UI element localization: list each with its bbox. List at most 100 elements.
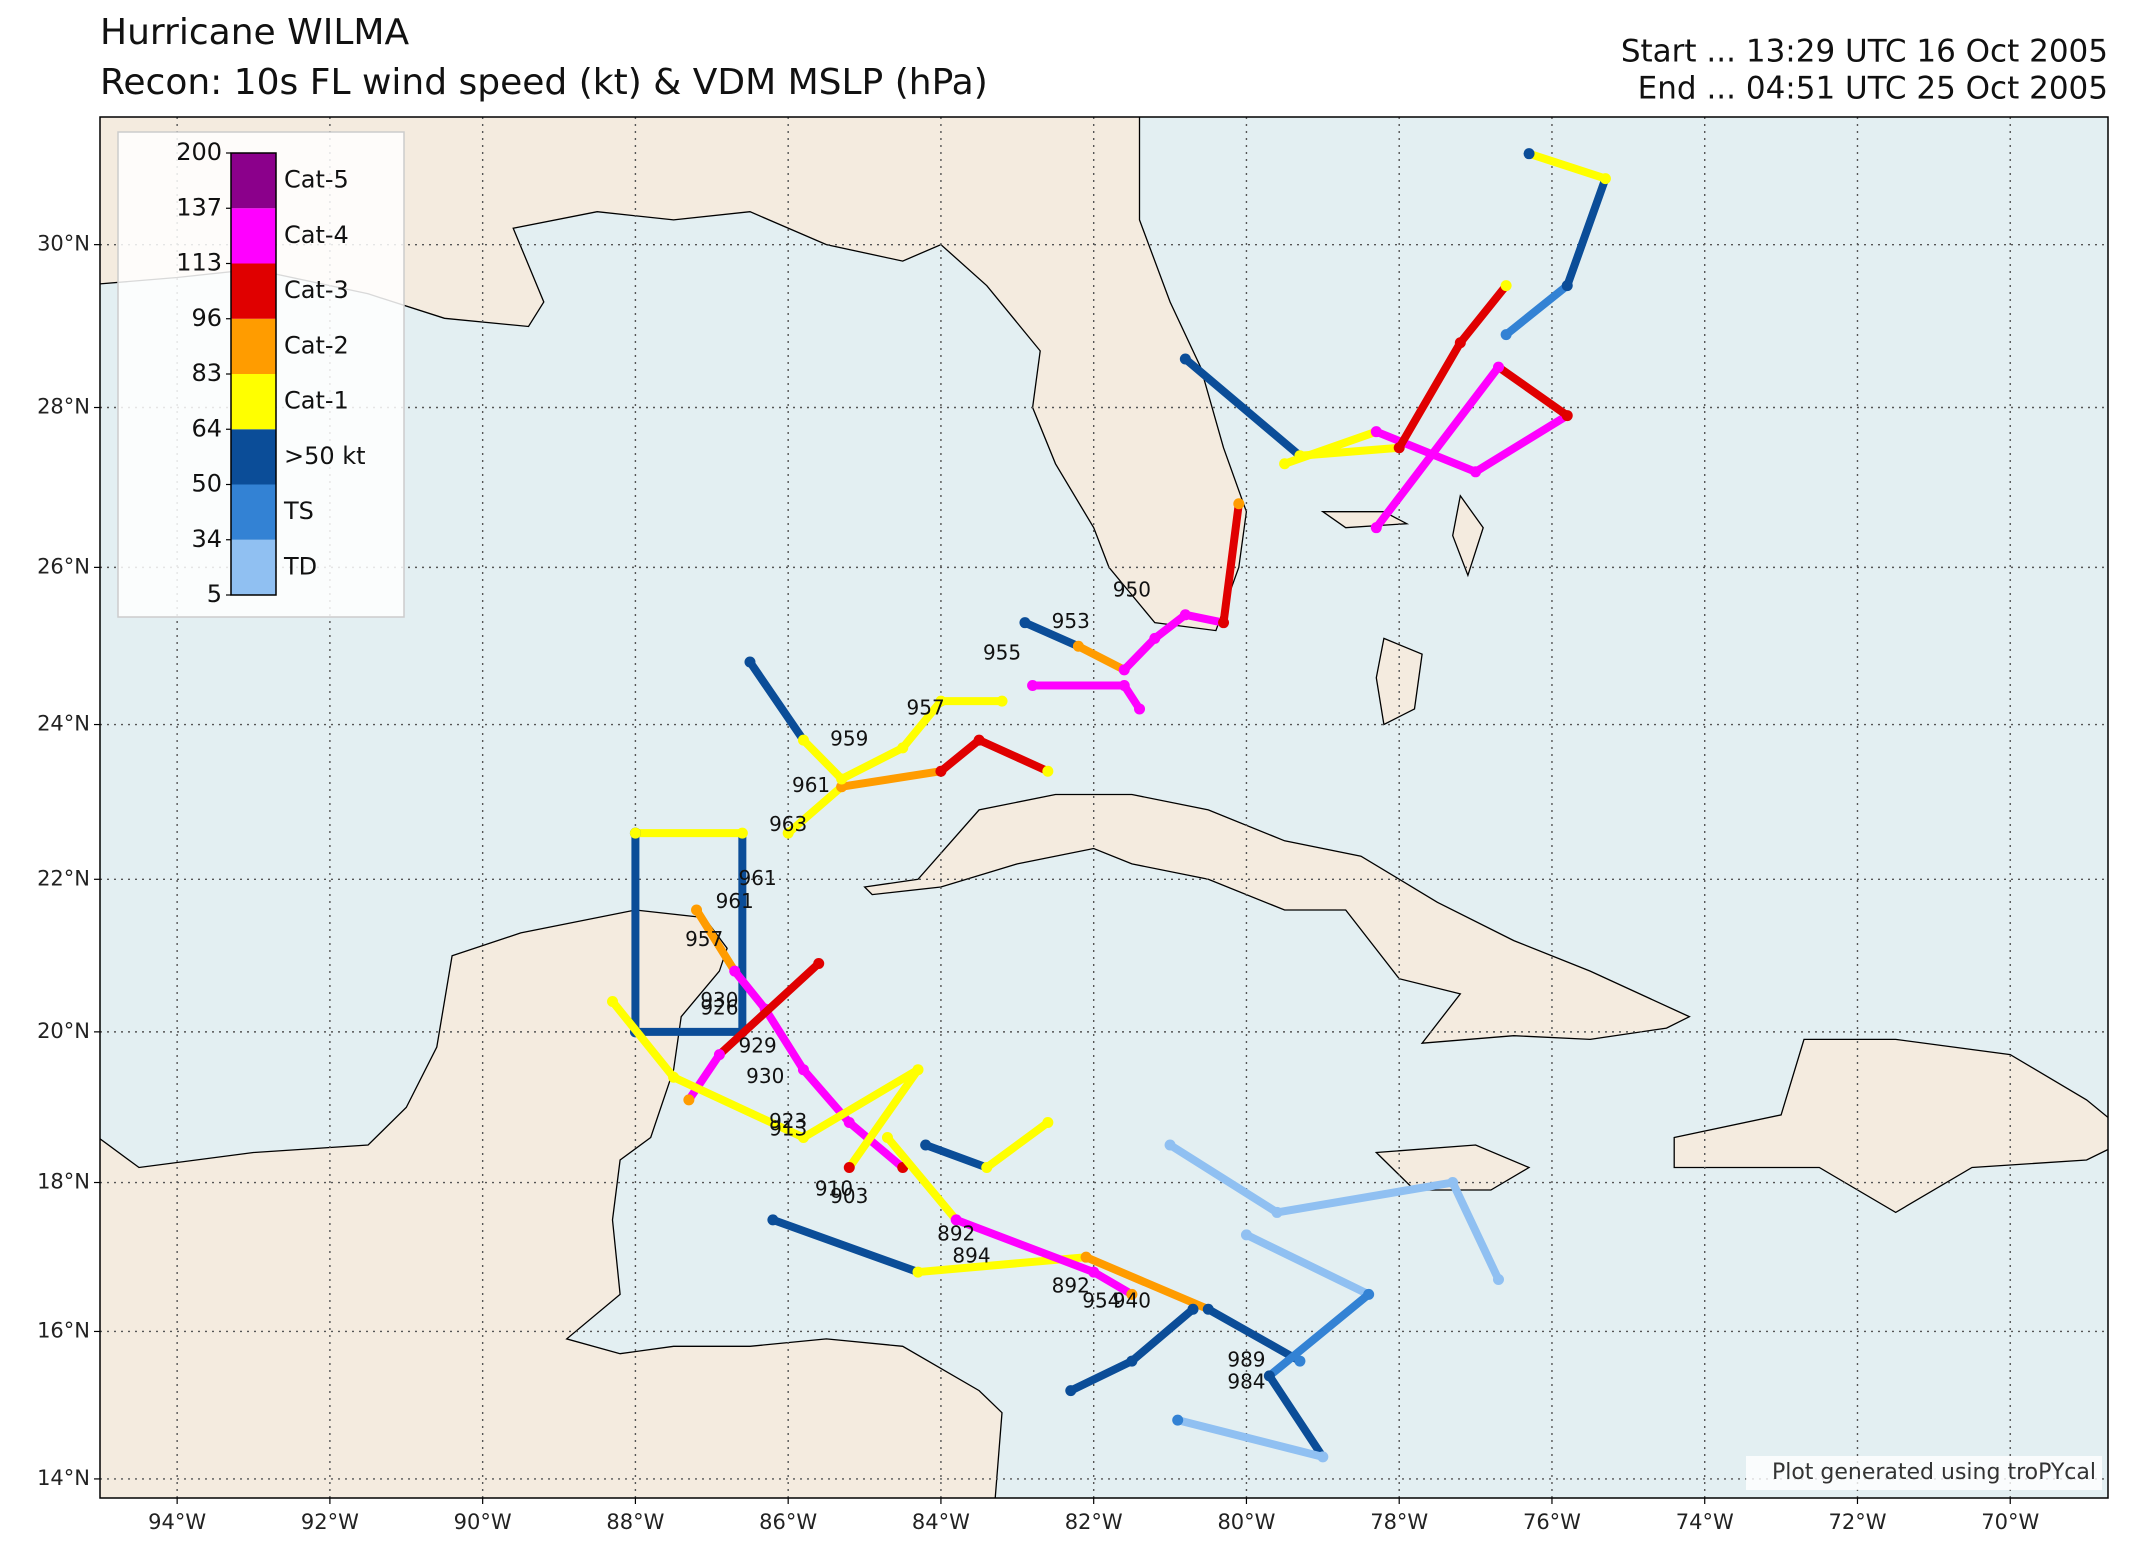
y-tick-label: 22°N bbox=[37, 866, 90, 890]
y-tick-label: 18°N bbox=[37, 1170, 90, 1194]
tracks-layer bbox=[607, 148, 1611, 1463]
track-segment bbox=[898, 697, 945, 752]
track-point bbox=[1317, 1451, 1329, 1463]
track-segment bbox=[1066, 1357, 1136, 1395]
land-shape bbox=[1673, 1038, 2108, 1214]
track-point bbox=[1294, 1355, 1306, 1367]
x-tick-label: 90°W bbox=[454, 1510, 512, 1534]
track-point bbox=[713, 1049, 725, 1061]
track-point bbox=[813, 957, 825, 969]
track-point bbox=[1164, 1139, 1176, 1151]
track-segment bbox=[1563, 174, 1610, 290]
track-segment bbox=[1525, 149, 1610, 183]
colorbar-level: 64 bbox=[191, 414, 222, 442]
colorbar-swatch bbox=[231, 539, 276, 595]
colorbar-level: 5 bbox=[207, 580, 222, 608]
track-point bbox=[744, 656, 756, 668]
track-segment bbox=[715, 959, 823, 1059]
pressure-label: 892 bbox=[937, 1221, 975, 1245]
pressure-label: 930 bbox=[746, 1064, 784, 1088]
track-point bbox=[1042, 765, 1054, 777]
track-point bbox=[1561, 280, 1573, 292]
track-segment bbox=[1173, 1416, 1327, 1461]
track-point bbox=[843, 1162, 855, 1174]
x-tick-label: 86°W bbox=[759, 1510, 817, 1534]
track-point bbox=[1126, 1288, 1138, 1300]
plot-frame bbox=[99, 116, 2109, 1499]
colorbar-swatch bbox=[231, 208, 276, 264]
track-point bbox=[797, 1064, 809, 1076]
track-point bbox=[1492, 1274, 1504, 1286]
track-segment bbox=[1204, 1305, 1304, 1366]
track-segment bbox=[1150, 610, 1190, 643]
y-tick-label: 20°N bbox=[37, 1019, 90, 1043]
track-point bbox=[912, 1266, 924, 1278]
colorbar-category: Cat-4 bbox=[284, 221, 349, 249]
colorbar-swatch bbox=[231, 153, 276, 209]
track-point bbox=[1454, 337, 1466, 349]
track-segment bbox=[1295, 443, 1404, 460]
pressure-label: 961 bbox=[739, 866, 777, 890]
track-point bbox=[1370, 522, 1382, 534]
track-point bbox=[996, 695, 1008, 707]
track-segment bbox=[692, 905, 739, 976]
track-segment bbox=[837, 767, 945, 791]
pressure-label: 961 bbox=[716, 889, 754, 913]
track-point bbox=[1149, 632, 1161, 644]
track-segment bbox=[1089, 1268, 1136, 1299]
track-segment bbox=[608, 997, 678, 1082]
track-point bbox=[1271, 1206, 1283, 1218]
pressure-label: 984 bbox=[1227, 1370, 1265, 1394]
track-segment bbox=[1456, 281, 1511, 347]
track-segment bbox=[1181, 354, 1304, 460]
track-point bbox=[1470, 466, 1482, 478]
track-segment bbox=[936, 736, 984, 776]
pressure-label: 929 bbox=[739, 1034, 777, 1058]
track-segment bbox=[1448, 1178, 1503, 1284]
y-tick-label: 16°N bbox=[37, 1318, 90, 1342]
pressure-label: 892 bbox=[1052, 1273, 1090, 1297]
track-point bbox=[1447, 1177, 1459, 1189]
colorbar-category: TD bbox=[283, 552, 317, 580]
x-tick-label: 92°W bbox=[301, 1510, 359, 1534]
pressure-labels: 9509539559579599619639619619579309269299… bbox=[685, 578, 1265, 1394]
track-point bbox=[1027, 679, 1039, 691]
track-point bbox=[1118, 664, 1130, 676]
track-segment bbox=[837, 743, 907, 783]
pressure-label: 923 bbox=[769, 1109, 807, 1133]
track-segment bbox=[1166, 1141, 1281, 1217]
track-point bbox=[1294, 450, 1306, 462]
pressure-label: 940 bbox=[1113, 1288, 1151, 1312]
pressure-label: 957 bbox=[907, 695, 945, 719]
subtitle: Recon: 10s FL wind speed (kt) & VDM MSLP… bbox=[100, 62, 988, 103]
track-point bbox=[1561, 410, 1573, 422]
x-tick-label: 78°W bbox=[1370, 1510, 1428, 1534]
colorbar-level: 137 bbox=[176, 193, 222, 221]
track-point bbox=[1126, 1355, 1138, 1367]
credit-box bbox=[1746, 1456, 2102, 1490]
track-point bbox=[1179, 609, 1191, 621]
pressure-label: 955 bbox=[983, 641, 1021, 665]
colorbar-level: 96 bbox=[191, 304, 222, 332]
track-point bbox=[1134, 703, 1146, 715]
track-segment bbox=[883, 1133, 961, 1224]
colorbar-category: Cat-2 bbox=[284, 331, 349, 359]
track-segment bbox=[669, 1073, 808, 1142]
track-segment bbox=[1020, 618, 1083, 651]
track-segment bbox=[768, 1215, 923, 1277]
pressure-label: 961 bbox=[792, 773, 830, 797]
track-segment bbox=[684, 1050, 724, 1104]
track-point bbox=[767, 1214, 779, 1226]
track-point bbox=[629, 827, 641, 839]
colorbar-category: >50 kt bbox=[284, 442, 366, 470]
credit: Plot generated using troPYcal bbox=[1772, 1460, 2096, 1485]
track-segment bbox=[761, 1005, 808, 1074]
pressure-label: 910 bbox=[815, 1176, 853, 1200]
track-point bbox=[935, 765, 947, 777]
x-tick-label: 70°W bbox=[1981, 1510, 2039, 1534]
colorbar-level: 200 bbox=[176, 138, 222, 166]
track-point bbox=[920, 1139, 932, 1151]
track-point bbox=[1088, 1266, 1100, 1278]
pressure-label: 894 bbox=[952, 1244, 990, 1268]
